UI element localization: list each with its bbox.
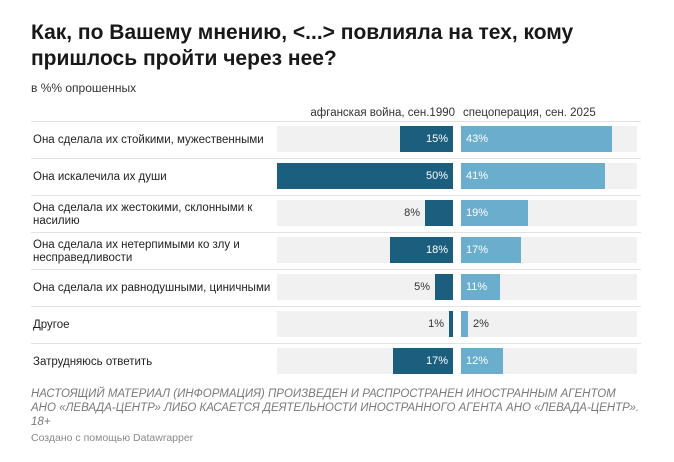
bar-track-special-operation: 41% (461, 163, 637, 189)
category-label: Она сделала их жестокими, склонными к на… (33, 201, 253, 227)
value-label-special-operation: 43% (466, 133, 489, 145)
chart-row: Она сделала их стойкими, мужественными 15… (31, 121, 641, 159)
value-label-afghan-war: 50% (425, 170, 448, 182)
datawrapper-credit[interactable]: Создано с помощью Datawrapper (31, 432, 194, 444)
value-label-special-operation: 17% (466, 244, 489, 256)
category-label: Она сделала их равнодушными, циничными (33, 282, 271, 294)
bar-special-operation (461, 237, 521, 263)
bar-afghan-war (393, 348, 453, 374)
bar-track-afghan-war: 5% (277, 274, 453, 300)
bar-special-operation (461, 311, 468, 337)
bar-afghan-war (449, 311, 453, 337)
bar-track-special-operation: 17% (461, 237, 637, 263)
bar-special-operation (461, 200, 528, 226)
bar-afghan-war (400, 126, 453, 152)
category-label: Она искалечила их души (33, 171, 167, 183)
bar-track-afghan-war: 17% (277, 348, 453, 374)
category-label: Она сделала их нетерпимыми ко злу и несп… (33, 238, 240, 264)
bar-track-special-operation: 19% (461, 200, 637, 226)
chart-row: Другое 1% 2% (31, 306, 641, 344)
value-label-afghan-war: 8% (404, 207, 420, 219)
chart-row: Она сделала их нетерпимыми ко злу и несп… (31, 232, 641, 270)
bar-track-afghan-war: 50% (277, 163, 453, 189)
value-label-special-operation: 2% (473, 318, 489, 330)
chart-row: Она сделала их равнодушными, циничными 5%… (31, 269, 641, 307)
foreign-agent-disclaimer: НАСТОЯЩИЙ МАТЕРИАЛ (ИНФОРМАЦИЯ) ПРОИЗВЕД… (31, 388, 640, 428)
chart-row: Она сделала их жестокими, склонными к на… (31, 195, 641, 233)
chart-row: Она искалечила их души 50% 41% (31, 158, 641, 196)
value-label-afghan-war: 1% (428, 318, 444, 330)
value-label-special-operation: 11% (466, 281, 488, 293)
bar-track-afghan-war: 15% (277, 126, 453, 152)
category-label: Другое (33, 319, 70, 331)
value-label-afghan-war: 17% (425, 355, 448, 367)
chart-subtitle: в %% опрошенных (31, 81, 137, 95)
category-label: Затрудняюсь ответить (33, 356, 153, 368)
bar-track-special-operation: 11% (461, 274, 637, 300)
bar-afghan-war (425, 200, 453, 226)
value-label-special-operation: 12% (466, 355, 489, 367)
bar-track-afghan-war: 1% (277, 311, 453, 337)
bar-afghan-war (277, 163, 453, 189)
value-label-afghan-war: 18% (425, 244, 448, 256)
column-header-special-operation: спецоперация, сен. 2025 (463, 107, 596, 119)
value-label-afghan-war: 15% (425, 133, 448, 145)
chart-row: Затрудняюсь ответить 17% 12% (31, 343, 641, 381)
value-label-special-operation: 41% (466, 170, 489, 182)
bar-track-afghan-war: 8% (277, 200, 453, 226)
bar-track-special-operation: 12% (461, 348, 637, 374)
bar-special-operation (461, 348, 503, 374)
bar-track-special-operation: 2% (461, 311, 637, 337)
bar-special-operation (461, 126, 612, 152)
category-label: Она сделала их стойкими, мужественными (33, 134, 264, 146)
column-header-afghan-war: афганская война, сен.1990 (310, 107, 455, 119)
value-label-afghan-war: 5% (414, 281, 430, 293)
bar-afghan-war (435, 274, 453, 300)
bar-track-special-operation: 43% (461, 126, 637, 152)
bar-special-operation (461, 163, 605, 189)
bar-special-operation (461, 274, 500, 300)
bar-track-afghan-war: 18% (277, 237, 453, 263)
value-label-special-operation: 19% (466, 207, 489, 219)
bar-afghan-war (390, 237, 453, 263)
chart-title: Как, по Вашему мнению, <...> повлияла на… (31, 21, 574, 70)
